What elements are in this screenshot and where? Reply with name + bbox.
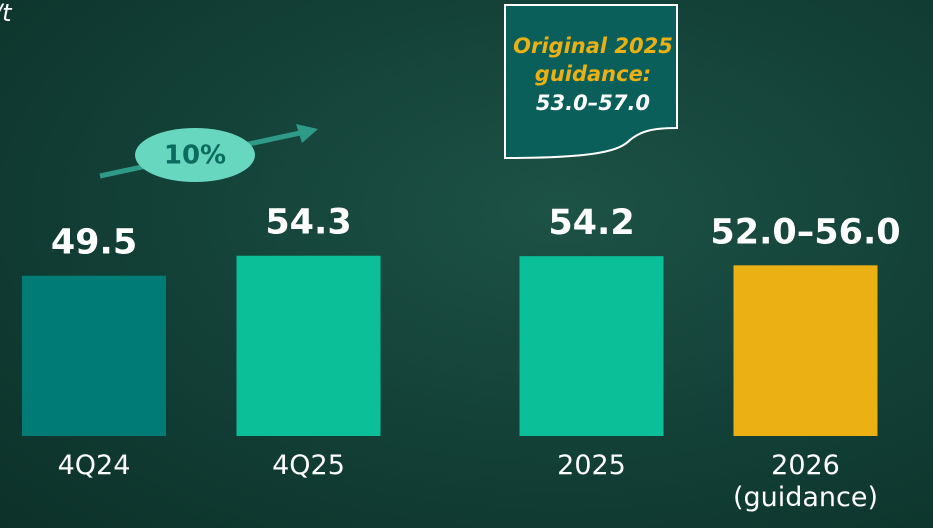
callout-line: guidance: bbox=[535, 62, 651, 86]
x-tick-label: 2026 (guidance) bbox=[732, 450, 879, 513]
callout-line: 53.0–57.0 bbox=[536, 91, 650, 115]
x-tick-label: 4Q24 bbox=[57, 450, 131, 481]
callout-line: Original 2025 bbox=[513, 34, 673, 58]
value-label: 49.5 bbox=[51, 223, 137, 263]
bar bbox=[733, 265, 878, 436]
x-tick-label: 2025 bbox=[557, 450, 626, 481]
value-label: 54.2 bbox=[548, 203, 634, 243]
x-tick-label: 4Q25 bbox=[272, 450, 345, 481]
bar bbox=[22, 275, 166, 436]
callout-box bbox=[504, 4, 678, 160]
growth-label: 10% bbox=[164, 141, 226, 171]
bar bbox=[236, 255, 381, 436]
value-label: 54.3 bbox=[265, 203, 351, 243]
growth-bubble bbox=[135, 128, 255, 182]
bar bbox=[519, 256, 664, 436]
arrow-head bbox=[296, 124, 318, 143]
value-label: 52.0–56.0 bbox=[710, 212, 900, 252]
unit-label: /t bbox=[0, 0, 13, 27]
